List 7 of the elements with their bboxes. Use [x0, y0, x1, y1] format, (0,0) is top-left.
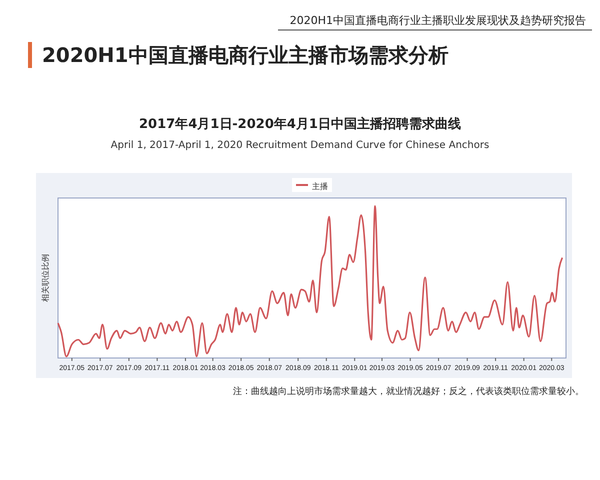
chart-subtitle: April 1, 2017-April 1, 2020 Recruitment Demand Curve for Chinese Anchors	[110, 140, 490, 151]
legend-label: 主播	[312, 182, 328, 191]
text: 2020H1中国直播电商行业主播市场需求分析	[42, 43, 448, 67]
chart-title: 2017年4月1日-2020年4月1日中国主播招聘需求曲线	[139, 116, 461, 132]
y-axis-title: 相关职位比例	[41, 254, 50, 302]
text: 注：曲线越向上说明市场需求量越大，就业情况越好；反之，代表该类职位需求量较小。	[233, 386, 584, 397]
text: 2020H1中国直播电商行业主播职业发展现状及趋势研究报告	[290, 14, 586, 27]
